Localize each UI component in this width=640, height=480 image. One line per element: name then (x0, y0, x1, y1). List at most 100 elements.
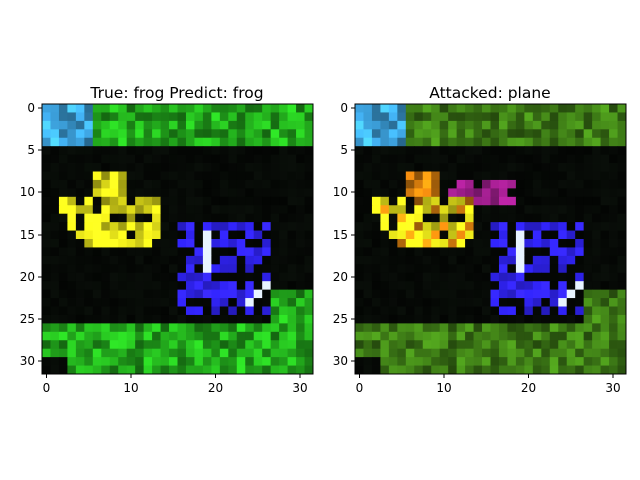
image-pixel (558, 120, 568, 130)
image-pixel (152, 289, 161, 299)
image-pixel (169, 196, 178, 206)
image-pixel (58, 129, 68, 139)
image-pixel (253, 120, 263, 130)
image-pixel (84, 188, 94, 198)
image-pixel (482, 129, 491, 139)
image-pixel (101, 188, 111, 198)
image-pixel (473, 281, 483, 291)
image-pixel (253, 188, 263, 198)
image-pixel (371, 289, 381, 299)
image-pixel (109, 289, 119, 299)
image-pixel (465, 255, 474, 265)
image-pixel (448, 188, 458, 198)
image-pixel (101, 331, 111, 341)
image-pixel (566, 357, 576, 366)
image-pixel (84, 331, 94, 341)
image-pixel (575, 298, 585, 307)
y-tick-label: 30 (333, 354, 348, 368)
image-pixel (279, 272, 288, 282)
image-pixel (465, 104, 474, 113)
image-pixel (439, 365, 449, 375)
image-pixel (228, 272, 238, 282)
image-pixel (228, 179, 238, 189)
image-pixel (118, 230, 128, 240)
image-pixel (75, 146, 85, 156)
image-pixel (279, 171, 288, 181)
image-pixel (422, 163, 432, 172)
image-pixel (592, 120, 601, 130)
image-pixel (228, 163, 238, 172)
image-pixel (397, 205, 407, 215)
image-pixel (473, 331, 483, 341)
image-pixel (236, 171, 246, 181)
image-pixel (583, 306, 593, 316)
image-pixel (270, 104, 280, 113)
image-pixel (84, 314, 94, 324)
image-pixel (185, 137, 195, 147)
image-pixel (58, 340, 68, 350)
image-pixel (456, 104, 466, 113)
image-pixel (50, 298, 60, 307)
image-pixel (92, 255, 102, 265)
image-pixel (135, 188, 145, 198)
image-pixel (583, 154, 593, 164)
image-pixel (397, 137, 407, 147)
image-pixel (617, 357, 627, 366)
image-pixel (279, 281, 288, 291)
image-pixel (473, 247, 483, 257)
image-pixel (448, 129, 458, 139)
image-pixel (160, 163, 170, 172)
image-pixel (355, 188, 364, 198)
image-pixel (42, 171, 51, 181)
image-pixel (109, 264, 119, 274)
image-pixel (388, 239, 398, 248)
image-pixel (135, 120, 145, 130)
image-pixel (490, 264, 500, 274)
image-pixel (84, 120, 94, 130)
image-pixel (270, 222, 280, 231)
image-pixel (448, 247, 458, 257)
image-pixel (397, 120, 407, 130)
image-pixel (211, 239, 221, 248)
image-pixel (152, 205, 161, 215)
image-pixel (177, 306, 187, 316)
image-pixel (245, 112, 255, 122)
image-pixel (609, 272, 618, 282)
image-pixel (388, 213, 398, 223)
image-pixel (414, 365, 424, 375)
image-pixel (566, 281, 576, 291)
image-pixel (405, 188, 415, 198)
image-pixel (456, 298, 466, 307)
image-pixel (152, 171, 161, 181)
image-pixel (126, 281, 136, 291)
image-pixel (422, 272, 432, 282)
image-pixel (609, 340, 618, 350)
image-pixel (575, 104, 585, 113)
image-pixel (101, 264, 111, 274)
image-pixel (448, 281, 458, 291)
image-pixel (253, 314, 263, 324)
image-pixel (58, 112, 68, 122)
image-pixel (617, 205, 627, 215)
image-pixel (355, 306, 364, 316)
image-pixel (422, 306, 432, 316)
image-pixel (67, 112, 77, 122)
image-pixel (75, 239, 85, 248)
image-pixel (101, 137, 111, 147)
image-pixel (279, 239, 288, 248)
image-pixel (50, 188, 60, 198)
y-tick-label: 5 (340, 143, 348, 157)
image-pixel (42, 163, 51, 172)
image-pixel (143, 348, 153, 358)
image-pixel (575, 306, 585, 316)
image-pixel (50, 314, 60, 324)
image-pixel (296, 323, 305, 333)
image-pixel (58, 264, 68, 274)
image-pixel (566, 154, 576, 164)
image-pixel (194, 230, 204, 240)
image-pixel (262, 340, 272, 350)
image-pixel (84, 179, 94, 189)
image-pixel (126, 129, 136, 139)
image-pixel (380, 112, 390, 122)
image-pixel (566, 298, 576, 307)
